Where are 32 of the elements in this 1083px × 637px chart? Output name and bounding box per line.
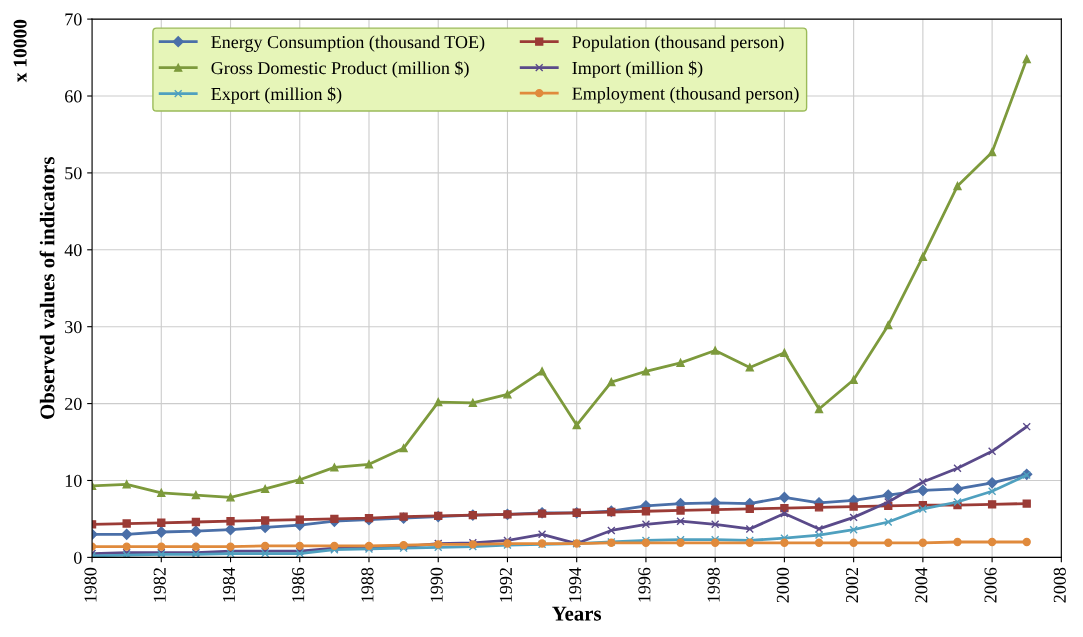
x-tick-label: 1980 [84, 567, 97, 602]
y-tick-label: 70 [65, 13, 82, 26]
x-tick-label: 1986 [292, 567, 305, 602]
x-tick-label: 1996 [638, 567, 651, 602]
y-tick-label: 0 [73, 551, 82, 564]
x-axis-title: Years [552, 606, 602, 621]
text: x 10000 [13, 19, 27, 83]
legend-label: Import (million $) [572, 60, 703, 78]
y-axis-title: Observed values of indicators [39, 157, 55, 419]
y-tick-label: 50 [65, 167, 82, 180]
x-tick-label: 1992 [499, 568, 512, 602]
x-tick-label: 2008 [1053, 567, 1066, 603]
y-tick-label: 60 [65, 90, 82, 103]
x-tick-label: 1990 [430, 567, 443, 602]
y-tick-label: 30 [65, 320, 82, 334]
legend-label: Energy Consumption (thousand TOE) [211, 35, 485, 52]
legend-label: Population (thousand person) [572, 35, 784, 52]
legend-label: Gross Domestic Product (million $) [211, 60, 469, 78]
x-tick-label: 1988 [361, 567, 374, 602]
x-tick-label: 2002 [845, 568, 859, 603]
x-tick-label: 1994 [569, 567, 582, 602]
x-tick-label: 2006 [984, 567, 997, 603]
x-tick-label: 2004 [915, 567, 928, 603]
x-tick-label: 1982 [153, 568, 166, 602]
x-tick-label: 1984 [222, 567, 236, 602]
y-tick-label: 20 [65, 397, 82, 411]
x-tick-label: 2000 [776, 567, 789, 603]
legend-label: Employment (thousand person) [572, 86, 799, 104]
y-tick-label: 40 [64, 244, 82, 257]
x-tick-label: 1998 [707, 567, 720, 602]
legend-label: Export (million $) [211, 86, 342, 104]
y-tick-label: 10 [65, 474, 82, 487]
